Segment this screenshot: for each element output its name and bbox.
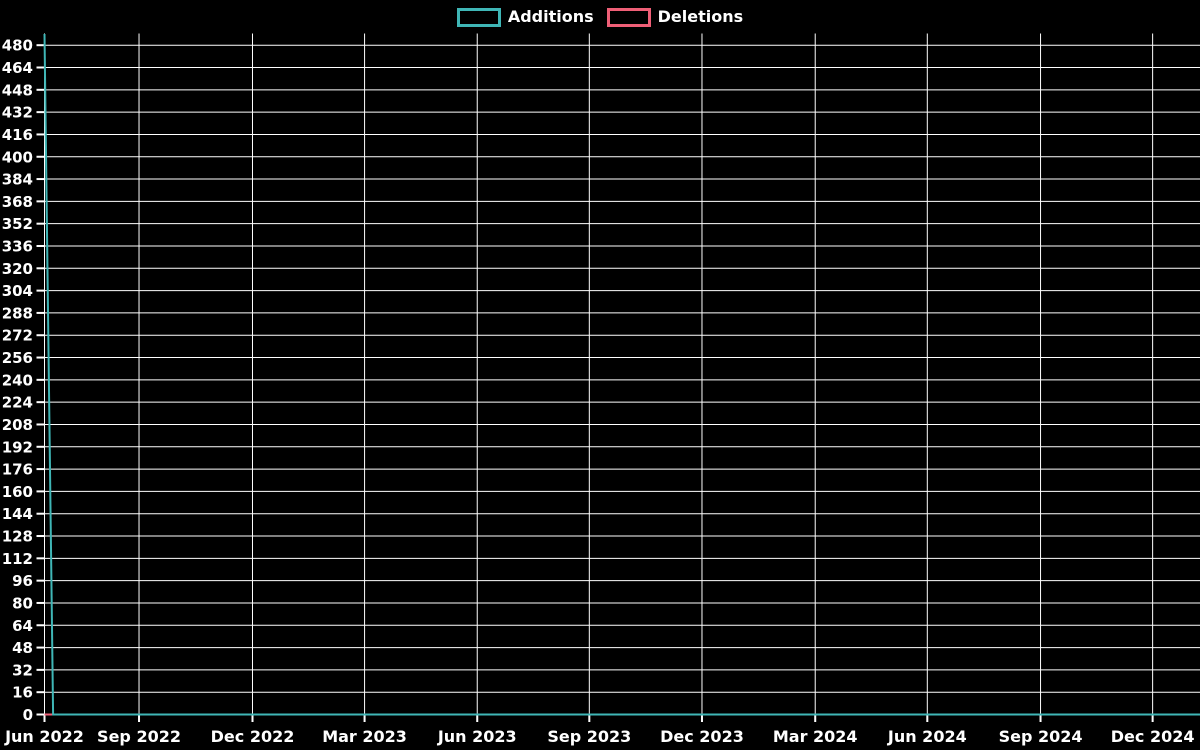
x-tick-label: Mar 2024 — [773, 727, 858, 746]
legend-swatch-additions-icon — [456, 7, 501, 27]
y-tick-label: 448 — [2, 81, 33, 99]
legend-label-deletions: Deletions — [657, 7, 744, 26]
y-tick-label: 288 — [2, 304, 33, 322]
y-tick-label: 400 — [2, 148, 33, 166]
chart-legend: Additions Deletions — [0, 7, 1200, 27]
x-tick-label: Jun 2022 — [4, 727, 84, 746]
y-tick-label: 480 — [2, 37, 33, 55]
y-tick-label: 224 — [2, 394, 33, 412]
y-tick-label: 80 — [12, 594, 33, 612]
y-tick-label: 0 — [23, 706, 33, 724]
y-tick-label: 352 — [2, 215, 33, 233]
y-tick-label: 128 — [2, 528, 33, 546]
y-tick-label: 272 — [2, 327, 33, 345]
series-line-additions — [43, 33, 1200, 716]
x-tick-label: Dec 2023 — [660, 727, 744, 746]
legend-item-additions: Additions — [456, 7, 594, 27]
y-tick-label: 32 — [12, 661, 33, 679]
y-tick-label: 96 — [12, 572, 33, 590]
legend-swatch-deletions-icon — [606, 7, 651, 27]
y-tick-label: 160 — [2, 483, 33, 501]
y-tick-label: 64 — [12, 617, 33, 635]
legend-label-additions: Additions — [507, 7, 594, 26]
x-tick-label: Mar 2023 — [322, 727, 407, 746]
y-tick-label: 464 — [2, 59, 33, 77]
x-tick-label: Dec 2022 — [211, 727, 295, 746]
y-tick-label: 368 — [2, 193, 33, 211]
y-tick-label: 112 — [2, 550, 33, 568]
x-tick-label: Dec 2024 — [1111, 727, 1195, 746]
y-tick-label: 48 — [12, 639, 33, 657]
y-tick-label: 336 — [2, 237, 33, 255]
y-tick-label: 144 — [2, 505, 33, 523]
y-tick-label: 192 — [2, 438, 33, 456]
x-tick-label: Sep 2023 — [547, 727, 631, 746]
x-tick-label: Sep 2022 — [97, 727, 181, 746]
legend-item-deletions: Deletions — [606, 7, 744, 27]
x-tick-label: Jun 2023 — [437, 727, 517, 746]
x-tick-label: Sep 2024 — [999, 727, 1083, 746]
y-tick-label: 256 — [2, 349, 33, 367]
y-tick-label: 240 — [2, 371, 33, 389]
y-tick-label: 304 — [2, 282, 33, 300]
y-tick-label: 416 — [2, 126, 33, 144]
y-tick-label: 384 — [2, 171, 33, 189]
x-tick-label: Jun 2024 — [887, 727, 967, 746]
y-tick-label: 208 — [2, 416, 33, 434]
y-tick-label: 320 — [2, 260, 33, 278]
y-tick-label: 176 — [2, 461, 33, 479]
y-tick-label: 432 — [2, 104, 33, 122]
y-tick-label: 16 — [12, 684, 33, 702]
